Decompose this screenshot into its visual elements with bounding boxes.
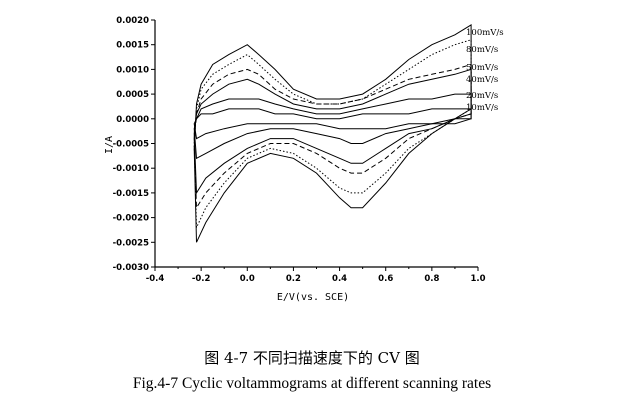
series-line-10mvs (193, 108, 472, 140)
plot-area (154, 20, 478, 268)
y-tick-label: -0.0010 (113, 164, 149, 174)
y-axis-label: I/A (104, 136, 115, 154)
legend-label: 50mV/s (466, 63, 498, 73)
y-tick-label: 0.0010 (116, 65, 149, 75)
y-tick-label: -0.0005 (113, 140, 149, 150)
x-tick-label: 0.6 (378, 274, 393, 284)
series-line-20mvs (193, 93, 472, 160)
x-tick-label: -0.2 (192, 274, 211, 284)
legend-label: 100mV/s (466, 28, 504, 38)
y-tick-label: 0.0005 (116, 90, 149, 100)
series-line-100mvs (193, 24, 472, 243)
y-tick-label: -0.0020 (113, 214, 149, 224)
axis-frame (154, 20, 478, 268)
series-group (193, 24, 472, 243)
y-tick-label: -0.0030 (113, 263, 149, 273)
series-line-50mvs (193, 63, 472, 210)
x-tick-label: 0.2 (286, 274, 301, 284)
x-axis: -0.4 -0.2 0.0 0.2 0.4 0.6 0.8 1.0 (146, 267, 486, 284)
y-tick-label: -0.0015 (113, 189, 149, 199)
series-line-40mvs (193, 68, 472, 195)
x-tick-label: -0.4 (146, 274, 165, 284)
y-axis: 0.0020 0.0015 0.0010 0.0005 0.0000 -0.0005 -0.… (113, 16, 155, 273)
legend-label: 80mV/s (466, 45, 498, 55)
x-tick-label: 0.0 (240, 274, 255, 284)
series-line-80mvs (193, 39, 472, 228)
y-tick-label: 0.0020 (116, 16, 149, 26)
caption-english: Fig.4-7 Cyclic voltammograms at differen… (132, 375, 492, 392)
legend-label: 10mV/s (466, 103, 498, 113)
x-tick-label: 1.0 (470, 274, 485, 284)
legend: 100mV/s 80mV/s 50mV/s 40mV/s 20mV/s 10mV/s (466, 28, 504, 113)
y-tick-label: -0.0025 (113, 238, 149, 248)
cv-chart: -0.4 -0.2 0.0 0.2 0.4 0.6 0.8 1.0 0.00200.00150… (104, 16, 504, 303)
y-tick-label: 0.0015 (116, 41, 149, 51)
legend-label: 40mV/s (466, 75, 498, 85)
caption-chinese: 图 4-7 不同扫描速度下的 CV 图 (204, 349, 420, 367)
y-tick-label: 0.0000 (116, 115, 149, 125)
legend-label: 20mV/s (466, 91, 498, 101)
x-tick-label: 0.4 (332, 274, 347, 284)
x-tick-label: 0.8 (424, 274, 439, 284)
x-axis-label: E/V(vs. SCE) (277, 292, 349, 303)
